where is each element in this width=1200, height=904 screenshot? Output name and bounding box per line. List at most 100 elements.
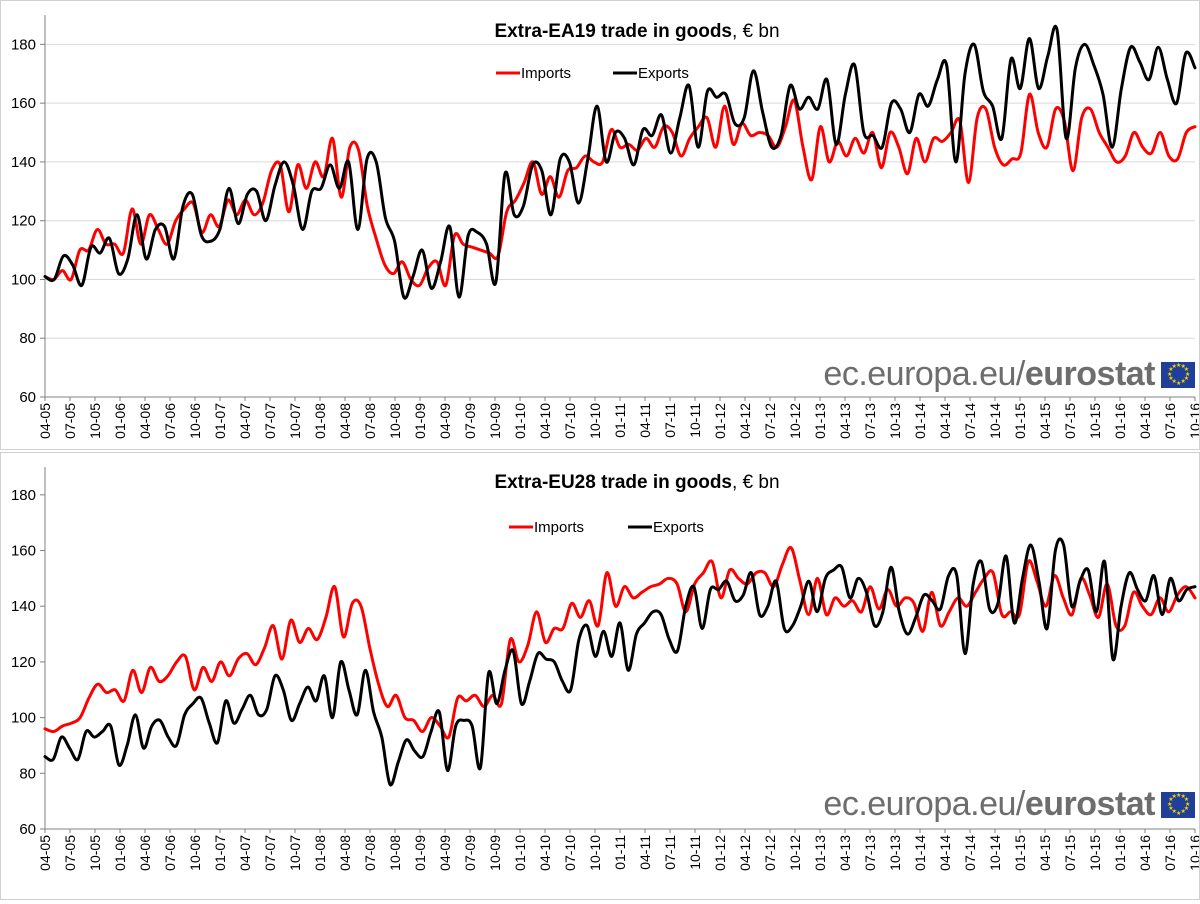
chart-title: Extra-EU28 trade in goods, € bn <box>494 472 779 493</box>
y-tick-label: 160 <box>11 543 36 560</box>
x-tick-label: 04-06 <box>137 403 153 439</box>
x-tick-label: 01-16 <box>1112 403 1128 439</box>
x-tick-label: 01-15 <box>1012 835 1028 871</box>
x-tick-label: 07-11 <box>662 835 678 870</box>
x-tick-label: 01-13 <box>812 403 828 439</box>
legend-label-imports: Imports <box>534 519 584 536</box>
series-line-imports <box>43 545 1197 740</box>
legend-label-exports: Exports <box>653 519 704 536</box>
x-tick-label: 10-11 <box>687 835 703 870</box>
chart-panel-eu28: 60 80 100 120 140 160 180 04-05 07-05 10-05 01-06 0… <box>0 452 1200 900</box>
x-tick-label: 01-09 <box>412 403 428 439</box>
x-tick-label: 01-14 <box>912 403 928 439</box>
x-tick-label: 07-11 <box>662 403 678 438</box>
y-tick-label: 140 <box>11 598 36 615</box>
x-tick-label: 01-11 <box>612 403 628 438</box>
x-tick-label: 04-16 <box>1137 835 1153 871</box>
x-tick-label: 04-07 <box>237 403 253 439</box>
brand-plain: ec.europa.eu/ <box>823 785 1025 823</box>
chart-svg-eu28: 60 80 100 120 140 160 180 04-05 07-05 10-05 01-06 0… <box>11 467 1200 871</box>
x-tick-label: 10-14 <box>987 835 1003 871</box>
x-tick-label: 01-08 <box>312 403 328 439</box>
x-tick-label: 07-16 <box>1162 403 1178 439</box>
x-tick-label: 01-12 <box>712 403 728 439</box>
x-tick-label: 01-09 <box>412 835 428 871</box>
x-tick-label: 04-11 <box>637 403 653 438</box>
x-tick-label: 10-11 <box>687 403 703 438</box>
x-tick-label: 10-10 <box>587 403 603 439</box>
x-tick-label: 04-05 <box>37 835 53 871</box>
chart-title: Extra-EA19 trade in goods, € bn <box>494 21 779 42</box>
x-tick-label: 07-12 <box>762 835 778 871</box>
brand-bold: eurostat <box>1024 785 1156 823</box>
x-tick-label: 10-09 <box>487 403 503 439</box>
x-tick-label: 10-06 <box>187 835 203 871</box>
x-tick-label: 01-07 <box>212 835 228 871</box>
legend-label-imports: Imports <box>521 65 571 82</box>
x-tick-label: 10-07 <box>287 835 303 871</box>
x-tick-label: 01-08 <box>312 835 328 871</box>
y-tick-label: 120 <box>11 213 36 230</box>
chart-panel-ea19: 60 80 100 120 140 160 180 04-05 07-05 10-05 01-06 0… <box>0 0 1200 450</box>
x-tick-label: 07-15 <box>1062 835 1078 871</box>
y-tick-label: 100 <box>11 710 36 727</box>
x-tick-label: 10-12 <box>787 835 803 871</box>
x-tick-label: 04-09 <box>437 403 453 439</box>
x-tick-label: 07-09 <box>462 403 478 439</box>
x-tick-label: 07-06 <box>162 403 178 439</box>
x-tick-label: 10-14 <box>987 403 1003 439</box>
y-tick-label: 60 <box>19 821 36 838</box>
x-tick-label: 10-15 <box>1087 835 1103 871</box>
x-tick-label: 07-15 <box>1062 403 1078 439</box>
y-tick-label: 140 <box>11 154 36 171</box>
y-tick-label: 80 <box>19 330 36 347</box>
x-tick-label: 04-12 <box>737 835 753 871</box>
x-tick-label: 07-14 <box>962 403 978 439</box>
x-tick-label: 04-07 <box>237 835 253 871</box>
x-tick-label: 01-06 <box>112 835 128 871</box>
x-tick-label: 10-16 <box>1187 403 1199 439</box>
series-line-exports <box>43 537 1197 787</box>
x-tick-label: 10-13 <box>887 403 903 439</box>
x-tick-label: 07-06 <box>162 835 178 871</box>
x-tick-label: 01-10 <box>512 835 528 871</box>
x-tick-label: 04-15 <box>1037 403 1053 439</box>
x-tick-label: 01-11 <box>612 835 628 870</box>
x-tick-label: 10-07 <box>287 403 303 439</box>
legend-label-exports: Exports <box>638 65 689 82</box>
x-tick-label: 01-16 <box>1112 835 1128 871</box>
x-tick-label: 04-08 <box>337 403 353 439</box>
x-tick-label: 07-08 <box>362 403 378 439</box>
x-tick-label: 01-15 <box>1012 403 1028 439</box>
x-tick-label: 04-15 <box>1037 835 1053 871</box>
chart-svg-ea19: 60 80 100 120 140 160 180 04-05 07-05 10-05 01-06 0… <box>11 15 1200 439</box>
x-tick-label: 10-08 <box>387 835 403 871</box>
eu-flag-icon: ★ ★ ★ ★ ★ ★ ★ ★ ★ ★ ★ ★ <box>1161 791 1195 818</box>
x-tick-label: 10-10 <box>587 835 603 871</box>
y-tick-label: 60 <box>19 389 36 406</box>
series-line-exports <box>43 24 1197 300</box>
x-tick-label: 07-08 <box>362 835 378 871</box>
y-tick-label: 80 <box>19 765 36 782</box>
x-tick-label: 04-09 <box>437 835 453 871</box>
x-tick-label: 07-13 <box>862 403 878 439</box>
x-tick-label: 04-14 <box>937 835 953 871</box>
x-tick-label: 07-05 <box>62 403 78 439</box>
brand-bold: eurostat <box>1024 355 1156 393</box>
x-tick-label: 01-13 <box>812 835 828 871</box>
y-tick-label: 180 <box>11 36 36 53</box>
x-tick-label: 04-14 <box>937 403 953 439</box>
y-tick-label: 120 <box>11 654 36 671</box>
x-tick-label: 04-13 <box>837 835 853 871</box>
eurostat-logo: ec.europa.eu/eurostat ★ ★ ★ ★ ★ ★ ★ ★ ★ ★ ★ ★ <box>823 355 1195 394</box>
eurostat-logo: ec.europa.eu/eurostat ★ ★ ★ ★ ★ ★ ★ ★ ★ ★ ★ ★ <box>823 785 1195 824</box>
x-tick-label: 01-06 <box>112 403 128 439</box>
x-tick-label: 04-06 <box>137 835 153 871</box>
x-tick-label: 10-15 <box>1087 403 1103 439</box>
x-tick-label: 10-13 <box>887 835 903 871</box>
x-tick-label: 01-07 <box>212 403 228 439</box>
x-tick-label: 10-05 <box>87 403 103 439</box>
y-tick-label: 100 <box>11 271 36 288</box>
x-tick-label: 10-06 <box>187 403 203 439</box>
x-tick-label: 07-07 <box>262 835 278 871</box>
